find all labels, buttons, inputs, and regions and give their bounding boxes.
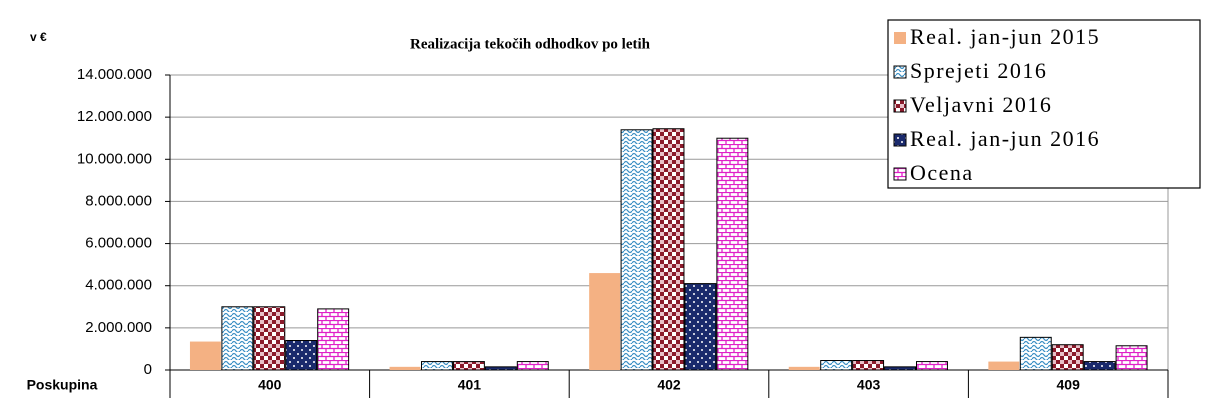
bar xyxy=(452,361,485,371)
y-tick-label: 14.000.000 xyxy=(77,66,152,83)
bar xyxy=(1083,361,1116,371)
bar xyxy=(988,361,1020,370)
bar xyxy=(1115,345,1148,371)
chart-title: Realizacija tekočih odhodkov po letih xyxy=(410,36,651,52)
bar xyxy=(516,361,549,371)
bar xyxy=(820,360,853,371)
y-tick-label: 2.000.000 xyxy=(85,319,152,336)
legend-label: Real. jan-jun 2016 xyxy=(910,126,1100,151)
legend-swatch xyxy=(893,65,907,79)
bar xyxy=(317,308,350,371)
bar xyxy=(884,366,917,371)
legend-label: Veljavni 2016 xyxy=(910,92,1052,117)
x-tick-label: 403 xyxy=(857,377,881,393)
bar xyxy=(716,137,749,371)
bar xyxy=(684,283,717,371)
x-axis-label: Poskupina xyxy=(27,377,98,393)
y-tick-label: 8.000.000 xyxy=(85,192,152,209)
bar xyxy=(1019,336,1052,371)
y-tick-label: 12.000.000 xyxy=(77,108,152,125)
legend-label: Real. jan-jun 2015 xyxy=(910,24,1100,49)
bar xyxy=(389,366,421,370)
legend-swatch xyxy=(893,133,907,147)
y-tick-label: 6.000.000 xyxy=(85,235,152,252)
legend-swatch xyxy=(893,99,907,113)
y-tick-label: 4.000.000 xyxy=(85,277,152,294)
x-tick-label: 409 xyxy=(1057,377,1081,393)
bar xyxy=(484,366,517,371)
legend-label: Sprejeti 2016 xyxy=(910,58,1047,83)
y-axis-unit: v € xyxy=(30,30,47,44)
bar xyxy=(852,360,885,371)
x-tick-label: 400 xyxy=(258,377,282,393)
bar xyxy=(189,341,221,370)
x-tick-label: 402 xyxy=(657,377,681,393)
x-tick-label: 401 xyxy=(458,377,482,393)
bar xyxy=(420,361,453,371)
bar xyxy=(788,366,820,370)
bar xyxy=(285,340,318,371)
legend-swatch xyxy=(894,32,906,44)
bar xyxy=(221,306,254,371)
y-tick-label: 10.000.000 xyxy=(77,150,152,167)
legend-swatch xyxy=(893,167,907,181)
legend-label: Ocena xyxy=(910,160,974,185)
y-tick-label: 0 xyxy=(144,361,152,378)
bar xyxy=(652,128,685,371)
bar xyxy=(620,129,653,371)
bar xyxy=(916,361,948,371)
bar xyxy=(253,306,286,371)
bar xyxy=(1051,344,1084,371)
bar xyxy=(589,273,621,370)
legend-box xyxy=(887,19,1201,189)
